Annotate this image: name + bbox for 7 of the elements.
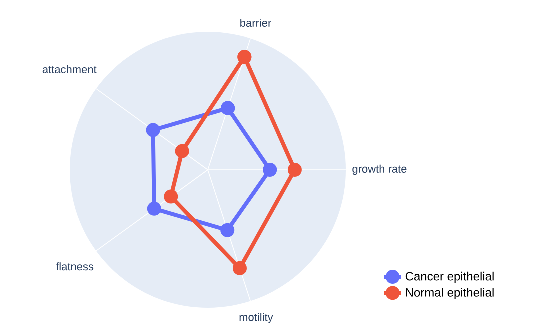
spoke-label: attachment <box>42 65 97 74</box>
spoke-label: flatness <box>56 262 94 271</box>
spoke-label: barrier <box>240 18 272 28</box>
spoke-label: motility <box>240 313 274 324</box>
legend-label: Normal epithelial <box>406 288 494 300</box>
legend-label: Cancer epithelial <box>406 272 494 284</box>
spoke-label: growth rate <box>352 164 407 176</box>
